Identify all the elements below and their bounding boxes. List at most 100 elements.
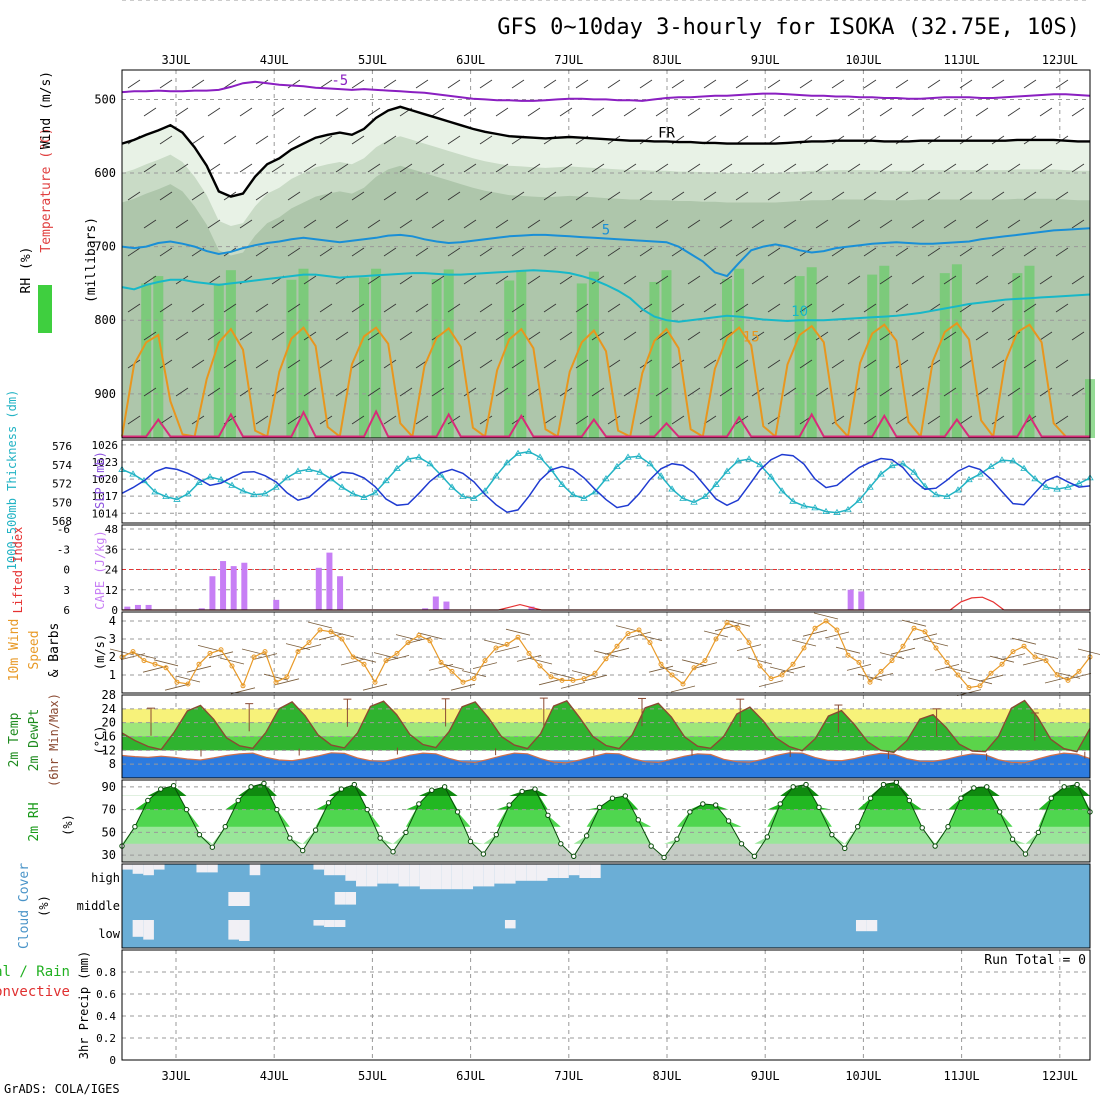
surface-wind-barb: [923, 639, 949, 647]
thickness-marker: [239, 487, 247, 494]
thickness-marker: [151, 488, 159, 495]
cape-bar: [422, 608, 429, 610]
surface-wind-barb: [835, 646, 861, 654]
wind-barb: [1039, 275, 1053, 285]
rh-marker: [803, 781, 809, 788]
ytick-temp: 16: [102, 730, 116, 744]
surface-wind-barb: [241, 648, 267, 656]
thickness-marker: [1053, 485, 1061, 492]
wind-barb: [719, 331, 733, 341]
cloud-clear-bar: [153, 864, 165, 870]
wind-barb: [543, 79, 557, 89]
wind-speed-marker: [955, 672, 961, 678]
wind-barb: [687, 387, 701, 397]
wind-barb: [463, 219, 477, 229]
cape-bar: [528, 606, 535, 610]
day-label-top: 4JUL: [260, 53, 289, 67]
wind-barb: [239, 387, 253, 397]
thickness-marker: [525, 447, 533, 455]
wind-barb: [335, 107, 349, 117]
rh-plume: [722, 279, 732, 438]
rh-marker: [816, 804, 822, 811]
wind-barb: [927, 191, 941, 201]
ytick-pressure: 800: [94, 313, 116, 327]
wind-barb: [383, 247, 397, 257]
wind-barb: [927, 415, 941, 425]
rh-marker: [738, 841, 745, 847]
wind-barb: [511, 359, 525, 369]
wind-barb: [527, 387, 541, 397]
rh-plume: [951, 264, 962, 438]
surface-wind-barb: [912, 633, 938, 641]
wind-speed-marker: [1010, 649, 1016, 655]
wind-speed-marker: [218, 647, 224, 653]
wind-barb: [559, 275, 573, 285]
rh-marker: [622, 793, 629, 799]
legend-total-rain: Total / Rain: [0, 964, 70, 980]
wind-speed-marker: [207, 650, 213, 656]
wind-barb: [543, 359, 557, 369]
wind-barb: [143, 163, 157, 173]
surface-wind-barb: [945, 666, 971, 674]
thickness-marker: [558, 480, 566, 487]
thickness-marker: [1064, 483, 1072, 490]
surface-wind-barb: [461, 670, 487, 677]
surface-wind-barb: [450, 683, 476, 691]
surface-wind-barb: [153, 659, 179, 667]
wind-barb: [751, 331, 765, 341]
wind-speed-marker: [812, 625, 818, 631]
thickness-marker: [503, 459, 511, 466]
wind-barb: [847, 387, 861, 397]
wind-barb: [895, 247, 909, 257]
cloud-background: [122, 864, 1090, 948]
wind-barb: [655, 219, 669, 229]
surface-wind-barb: [219, 657, 245, 665]
rh-band: [122, 782, 1090, 796]
cloud-clear-bar: [590, 864, 601, 878]
surface-wind-barb: [571, 670, 597, 677]
wind-barb: [335, 331, 349, 341]
thickness-marker: [855, 496, 863, 503]
wind-barb: [799, 79, 813, 89]
surface-wind-barb: [1077, 648, 1100, 655]
wind-barb: [623, 107, 637, 117]
wind-barb: [799, 359, 813, 369]
ytick-slp: 1026: [92, 439, 119, 452]
day-label-top: 10JUL: [845, 53, 881, 67]
panel-frame: [121, 779, 1091, 863]
wind-barb: [751, 107, 765, 117]
rh-marker: [1074, 781, 1080, 788]
wind-barb: [559, 331, 573, 341]
surface-wind-barb: [780, 665, 806, 673]
rh-marker: [235, 797, 241, 804]
thickness-marker: [1031, 475, 1039, 482]
wind-barb: [735, 359, 749, 369]
wind-barb: [287, 191, 301, 201]
y-axis-label-temp: 2m Temp: [7, 712, 22, 767]
wind-speed-marker: [669, 672, 675, 678]
thickness-marker: [899, 460, 907, 467]
thickness-marker: [470, 494, 478, 501]
wind-speed-marker: [977, 683, 983, 689]
thickness-marker: [646, 460, 654, 467]
wind-barb: [831, 359, 845, 369]
day-label-top: 7JUL: [554, 53, 583, 67]
wind-barb: [703, 303, 717, 313]
surface-wind-barb: [274, 678, 300, 686]
upper-air-panel: [38, 0, 1095, 439]
thickness-marker: [976, 470, 984, 477]
rh-marker: [583, 833, 590, 839]
ytick-precip: 0.4: [96, 1010, 116, 1023]
wind-speed-marker: [779, 672, 785, 678]
wind-speed-marker: [625, 631, 631, 637]
wind-speed-marker: [196, 661, 202, 667]
wind-barb: [175, 107, 189, 117]
rh-plume: [225, 270, 236, 438]
wind-speed-marker: [383, 658, 389, 664]
cloud-clear-bar: [313, 920, 325, 926]
wind-barb: [415, 415, 429, 425]
wind-barb: [639, 415, 653, 425]
wind-barb: [1007, 219, 1021, 229]
wind-barb: [1071, 331, 1085, 341]
